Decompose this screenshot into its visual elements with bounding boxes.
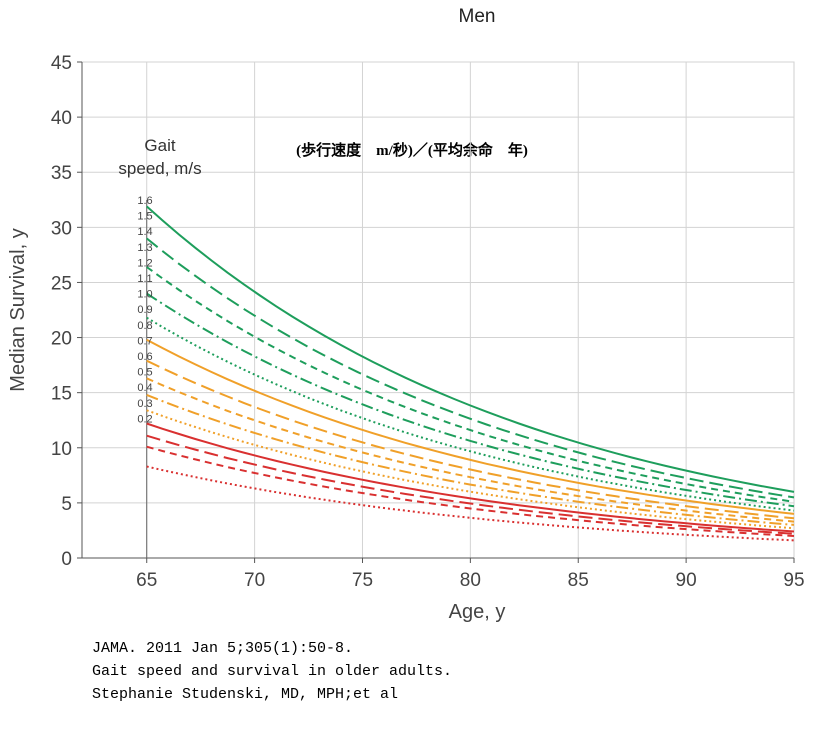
series-labels: 1.6 1.5 1.4 1.3 1.2 1.1 1.0 0.9 0.8 0.7 0.6 0.5 0.4 0… [137,195,152,425]
series-label-0-6: 0.6 [137,351,152,363]
series-line-0-8 [146,377,795,523]
x-tick-label: 85 [568,570,589,591]
series-line-1-4 [146,266,795,503]
x-tick-label: 90 [676,570,697,591]
series-label-1-1: 1.1 [137,273,152,285]
x-tick-label: 75 [352,570,373,591]
series-line-0-5 [146,422,795,533]
series-line-0-3 [146,445,795,537]
y-tick-label: 0 [61,549,72,570]
series-label-1-6: 1.6 [137,195,152,207]
y-tick-label: 5 [61,494,72,515]
series-label-0-3: 0.3 [137,398,152,410]
series-label-0-9: 0.9 [137,304,152,316]
citation: JAMA. 2011 Jan 5;305(1):50-8. Gait speed… [92,637,452,706]
series-line-1-6 [146,205,795,493]
series-line-1-2 [146,316,795,512]
series-label-1-3: 1.3 [137,242,152,254]
y-tick-label: 20 [51,329,72,350]
plot-frame [81,61,795,559]
series-line-1-0 [146,338,795,515]
series-label-0-5: 0.5 [137,367,152,379]
y-tick-label: 30 [51,218,72,239]
legend-title-line-2: speed, m/s [118,159,201,178]
y-tick-label: 25 [51,273,72,294]
series-label-1-2: 1.2 [137,257,152,269]
citation-authors: Stephanie Studenski, MD, MPH;et al [92,686,399,703]
y-axis-label: Median Survival, y [7,228,29,391]
series-line-0-2 [146,465,795,542]
chart-subtitle: (歩行速度 m/秒)／(平均余命 年) [296,141,528,159]
citation-title: Gait speed and survival in older adults. [92,663,453,680]
grid [81,61,795,559]
x-tick-label: 65 [136,570,157,591]
series-label-0-7: 0.7 [137,335,152,347]
citation-journal: JAMA. 2011 Jan 5;305(1):50-8. [92,640,354,657]
series-label-1-4: 1.4 [137,226,152,238]
x-axis-label: Age, y [449,601,506,623]
series-line-1-3 [146,292,795,508]
y-tick-label: 35 [51,163,72,184]
series-label-1-5: 1.5 [137,211,152,223]
x-tick-label: 80 [460,570,481,591]
series-line-1-5 [146,237,795,499]
y-tick-label: 45 [51,53,72,74]
chart-title: Men [459,6,496,27]
y-tick-label: 15 [51,384,72,405]
series-label-0-8: 0.8 [137,320,152,332]
series-line-0-7 [146,393,795,526]
series-label-0-2: 0.2 [137,413,152,425]
series-line-0-9 [146,359,795,520]
series-line-0-6 [146,409,795,530]
series-label-0-4: 0.4 [137,382,152,394]
x-tick-label: 70 [244,570,265,591]
y-tick-label: 40 [51,108,72,129]
series-label-1-0: 1.0 [137,289,152,301]
x-tick-label: 95 [783,570,804,591]
series-line-0-4 [146,434,795,535]
axes: 0 5 10 15 20 25 30 35 40 45 65 70 75 80 85 90 95 [51,53,805,591]
legend-title-line-1: Gait [144,136,175,155]
y-tick-label: 10 [51,439,72,460]
series-lines [146,205,795,542]
gait-speed-survival-chart: Men (歩行速度 m/秒)／(平均余命 年) 0 5 10 15 20 25 30 35 40… [7,6,805,623]
